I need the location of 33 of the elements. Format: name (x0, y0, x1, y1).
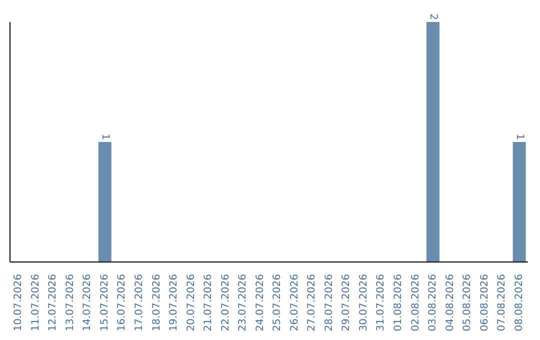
x-tick-label: 21.07.2026 (203, 274, 214, 332)
x-tick-label: 16.07.2026 (116, 274, 128, 332)
x-tick-label: 26.07.2026 (289, 274, 300, 332)
data-label: 1 (514, 134, 525, 140)
x-tick-label: 03.08.2026 (428, 274, 439, 332)
x-tick-label: 10.07.2026 (13, 274, 24, 332)
x-tick-label: 02.08.2026 (410, 274, 422, 332)
x-tick-label: 25.07.2026 (272, 274, 284, 332)
x-tick-label: 12.07.2026 (48, 274, 59, 332)
x-tick-label: 19.07.2026 (168, 274, 180, 332)
x-tick-label: 07.08.2026 (496, 274, 508, 332)
data-label: 1 (99, 134, 110, 140)
x-tick-label: 27.07.2026 (306, 274, 318, 332)
x-tick-label: 13.07.2026 (64, 274, 76, 332)
x-tick-label: 15.07.2026 (99, 274, 110, 332)
x-tick-label: 22.07.2026 (220, 274, 232, 332)
x-tick-label: 04.08.2026 (444, 274, 456, 332)
x-tick-label: 17.07.2026 (134, 274, 145, 332)
x-tick-label: 01.08.2026 (393, 274, 404, 332)
x-tick-label: 30.07.2026 (358, 274, 370, 332)
data-label: 2 (427, 14, 438, 20)
x-tick-label: 31.07.2026 (376, 274, 387, 332)
x-tick-label: 06.08.2026 (479, 274, 490, 332)
x-tick-label: 20.07.2026 (186, 274, 197, 332)
x-tick-label: 08.08.2026 (514, 274, 525, 332)
x-tick-label: 18.07.2026 (151, 274, 162, 332)
x-tick-label: 11.07.2026 (30, 274, 42, 332)
x-tick-label: 14.07.2026 (82, 274, 94, 332)
x-tick-label: 29.07.2026 (341, 274, 352, 332)
x-tick-label: 28.07.2026 (324, 274, 335, 332)
x-tick-label: 24.07.2026 (254, 274, 266, 332)
x-tick-label: 05.08.2026 (462, 274, 474, 332)
x-tick-label: 23.07.2026 (238, 274, 249, 332)
